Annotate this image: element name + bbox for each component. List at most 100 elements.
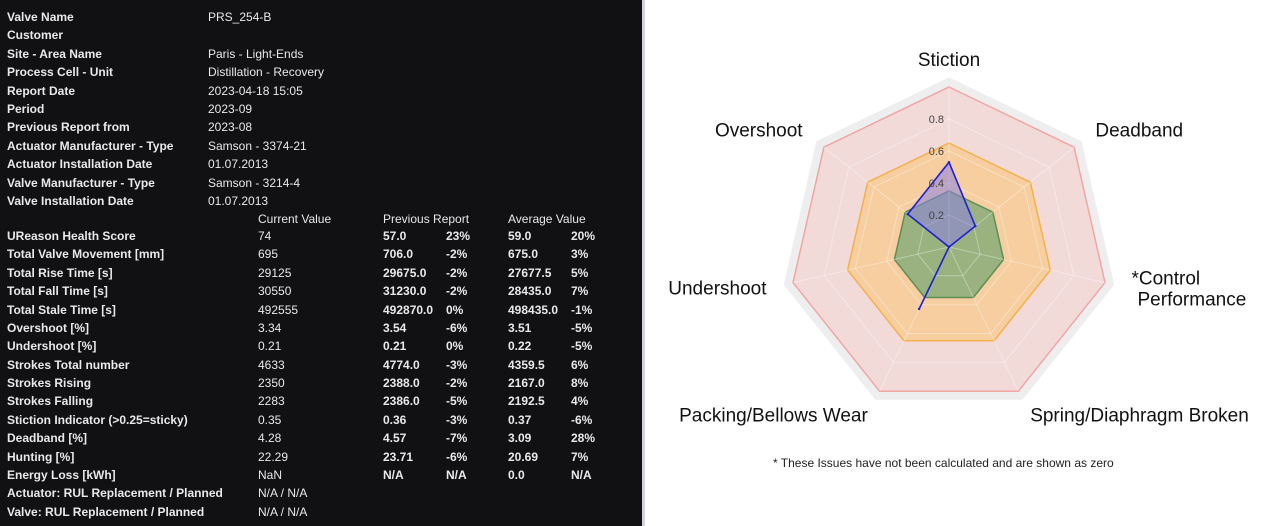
- average-change-pct: -1%: [571, 302, 593, 317]
- current-value-header: Current Value: [258, 212, 332, 226]
- average-change-pct: -5%: [571, 339, 593, 354]
- radar-grid-ring: [854, 150, 1044, 334]
- previous-value: 4774.0: [383, 357, 420, 372]
- radar-tick-label: 0.8: [929, 114, 944, 126]
- radar-axis-label: Packing/Bellows Wear: [679, 406, 868, 427]
- previous-value: 492870.0: [383, 302, 434, 317]
- previous-value: 31230.0: [383, 284, 427, 299]
- info-value: Paris - Light-Ends: [208, 46, 304, 61]
- metric-row: Actuator: RUL Replacement / Planned N/A /…: [0, 484, 642, 502]
- info-label: Valve Manufacturer - Type: [7, 175, 155, 190]
- average-value: 3.09: [508, 431, 532, 446]
- info-label: Period: [7, 101, 45, 116]
- current-value: 2283: [258, 394, 285, 409]
- series-point: [917, 307, 921, 311]
- previous-value: 0.21: [383, 339, 407, 354]
- info-value: 2023-04-18 15:05: [208, 83, 303, 98]
- info-value: Distillation - Recovery: [208, 65, 325, 80]
- average-change-pct: 6%: [571, 357, 589, 372]
- info-value: Samson - 3214-4: [208, 175, 301, 190]
- info-row: Previous Report from 2023-08: [7, 118, 607, 136]
- previous-value: 29675.0: [383, 265, 427, 280]
- metric-row: Total Valve Movement [mm] 695 706.0 -2% 675.…: [0, 245, 642, 263]
- radar-tick-label: 0.2: [929, 210, 944, 222]
- previous-value: 706.0: [383, 247, 414, 262]
- panel-divider: [642, 0, 645, 526]
- average-change-pct: -5%: [571, 320, 593, 335]
- average-change-pct: 7%: [571, 284, 589, 299]
- average-value: 2192.5: [508, 394, 545, 409]
- info-row: Actuator Installation Date 01.07.2013: [7, 155, 607, 173]
- info-label: Site - Area Name: [7, 46, 102, 61]
- current-value: N/A / N/A: [258, 504, 308, 519]
- metric-row: Total Rise Time [s] 29125 29675.0 -2% 27677.…: [0, 264, 642, 282]
- metric-row: UReason Health Score 74 57.0 23% 59.0 20%: [0, 227, 642, 245]
- metric-row: Strokes Falling 2283 2386.0 -5% 2192.5 4%: [0, 392, 642, 410]
- radar-tick-label: 0.4: [929, 178, 944, 190]
- previous-change-pct: 23%: [446, 229, 471, 243]
- metric-row: Hunting [%] 22.29 23.71 -6% 20.69 7%: [0, 448, 642, 466]
- previous-value: 57.0: [383, 229, 407, 243]
- previous-change-pct: -2%: [446, 247, 468, 262]
- metric-label: Total Fall Time [s]: [7, 284, 108, 299]
- metric-label: Hunting [%]: [7, 449, 75, 464]
- radar-spoke: [948, 246, 1106, 284]
- metric-label: Valve: RUL Replacement / Planned: [7, 504, 205, 519]
- average-change-pct: 28%: [571, 431, 596, 446]
- info-value: Samson - 3374-21: [208, 138, 307, 153]
- radar-grid-ring: [917, 214, 981, 277]
- metric-label: Strokes Falling: [7, 394, 94, 409]
- radar-tick-label: 0.6: [929, 146, 944, 158]
- average-value: 498435.0: [508, 302, 559, 317]
- metric-row: Strokes Rising 2350 2388.0 -2% 2167.0 8%: [0, 374, 642, 392]
- average-change-pct: 20%: [571, 229, 596, 243]
- current-value: 3.34: [258, 320, 282, 335]
- average-value: 4359.5: [508, 357, 545, 372]
- average-change-pct: N/A: [571, 467, 592, 482]
- metric-label: Strokes Total number: [7, 357, 130, 372]
- series-point: [947, 245, 951, 249]
- radar-chart-panel: 0.2 0.4 0.6 0.8 Stiction Deadband *Control Perf…: [645, 0, 1281, 526]
- previous-value: 2386.0: [383, 394, 420, 409]
- metric-row: Valve: RUL Replacement / Planned N/A / N/…: [0, 503, 642, 521]
- average-value: 27677.5: [508, 265, 552, 280]
- chart-footnote: * These Issues have not been calculated …: [773, 456, 1114, 470]
- average-change-pct: 4%: [571, 394, 589, 409]
- metric-label: Energy Loss [kWh]: [7, 467, 116, 482]
- info-row: Process Cell - Unit Distillation - Recove…: [7, 63, 607, 81]
- previous-value: 23.71: [383, 449, 414, 464]
- previous-change-pct: -2%: [446, 265, 468, 280]
- current-value: 4.28: [258, 431, 282, 446]
- average-value-header: Average Value: [508, 212, 586, 226]
- radar-axis-label: Deadband: [1095, 120, 1183, 141]
- radar-chart: 0.2 0.4 0.6 0.8 Stiction Deadband *Control Perf…: [668, 50, 1249, 427]
- metric-row: Strokes Total number 4633 4774.0 -3% 4359.5 6…: [0, 356, 642, 374]
- info-row: Valve Installation Date 01.07.2013: [7, 192, 607, 210]
- radar-grid-ring: [886, 182, 1012, 306]
- current-value: 29125: [258, 265, 292, 280]
- info-label: Previous Report from: [7, 120, 130, 135]
- average-value: 28435.0: [508, 284, 552, 299]
- previous-report-header: Previous Report: [383, 212, 470, 226]
- metric-label: Actuator: RUL Replacement / Planned: [7, 486, 223, 501]
- average-value: 59.0: [508, 229, 532, 243]
- current-value: 492555: [258, 302, 299, 317]
- info-value: 01.07.2013: [208, 193, 269, 208]
- current-value: 0.35: [258, 412, 282, 427]
- previous-change-pct: 0%: [446, 302, 464, 317]
- info-row: Site - Area Name Paris - Light-Ends: [7, 45, 607, 63]
- average-change-pct: -6%: [571, 412, 593, 427]
- series-point: [906, 212, 909, 216]
- info-label: Valve Installation Date: [7, 193, 134, 208]
- info-label: Valve Name: [7, 10, 74, 24]
- metric-label: UReason Health Score: [7, 229, 136, 243]
- average-change-pct: 5%: [571, 265, 589, 280]
- series-point: [974, 224, 977, 228]
- metric-row: Energy Loss [kWh] NaN N/A N/A 0.0 N/A: [0, 466, 642, 484]
- previous-value: 0.36: [383, 412, 407, 427]
- radar-axis-label: Stiction: [918, 50, 980, 71]
- metrics-table-header: Current Value Previous Report Average Va…: [0, 211, 642, 228]
- info-row: Actuator Manufacturer - Type Samson - 337…: [7, 137, 607, 155]
- current-value: 30550: [258, 284, 292, 299]
- metric-row: Total Stale Time [s] 492555 492870.0 0% 4984…: [0, 301, 642, 319]
